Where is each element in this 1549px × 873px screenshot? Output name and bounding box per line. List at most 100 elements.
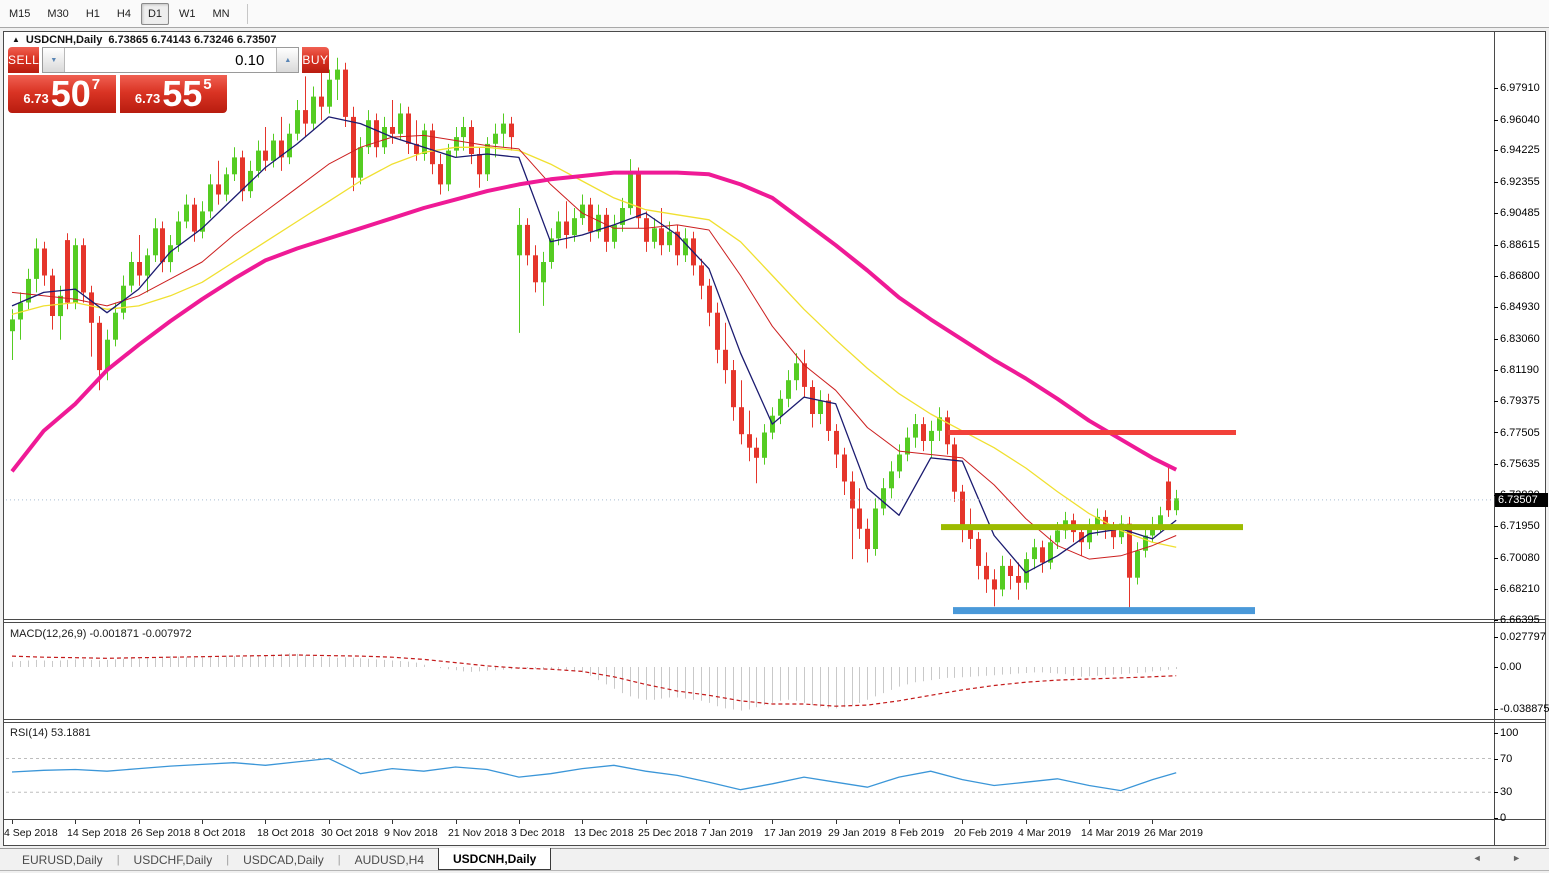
date-axis-label: 13 Dec 2018 xyxy=(574,827,634,839)
volume-input[interactable] xyxy=(65,48,277,72)
volume-increase-icon[interactable]: ▲ xyxy=(276,48,299,72)
date-axis-label: 3 Dec 2018 xyxy=(511,827,565,839)
tab-usdcad-daily[interactable]: USDCAD,Daily xyxy=(243,852,324,867)
date-axis-label: 17 Jan 2019 xyxy=(764,827,822,839)
date-axis-label: 14 Sep 2018 xyxy=(67,827,127,839)
buy-price-main: 55 xyxy=(162,73,203,114)
tab-separator: | xyxy=(226,853,230,866)
buy-button[interactable]: BUY xyxy=(302,47,329,73)
volume-decrease-icon[interactable]: ▼ xyxy=(43,48,66,72)
date-tick xyxy=(962,820,963,824)
date-tick xyxy=(646,820,647,824)
price-axis-label: 6.71950 xyxy=(1500,520,1540,533)
tab-usdcnh-daily[interactable]: USDCNH,Daily xyxy=(438,848,552,870)
rsi-axis-label-tick xyxy=(1494,792,1498,793)
date-axis-label: 30 Oct 2018 xyxy=(321,827,379,839)
macd-axis-label: -0.038875 xyxy=(1500,703,1549,716)
buy-price-display[interactable]: 6.73 55 5 xyxy=(119,73,227,114)
price-axis-label-tick xyxy=(1494,307,1498,308)
timeframe-m30[interactable]: M30 xyxy=(47,7,69,20)
date-axis-label: 7 Jan 2019 xyxy=(701,827,753,839)
date-tick xyxy=(265,820,266,824)
chart-tab-bar: EURUSD,Daily | USDCHF,Daily | USDCAD,Daily | A… xyxy=(0,848,1549,871)
buy-price-prefix: 6.73 xyxy=(134,91,161,106)
timeframe-h4[interactable]: H4 xyxy=(116,7,131,20)
rsi-axis-label-tick xyxy=(1494,818,1498,819)
price-axis-label-tick xyxy=(1494,88,1498,89)
rsi-axis-label: 0 xyxy=(1500,811,1507,824)
price-axis-label: 6.92355 xyxy=(1500,175,1540,188)
price-axis-label: 6.97910 xyxy=(1500,82,1540,94)
panel-separator xyxy=(4,622,1545,623)
timeframe-d1[interactable]: D1 xyxy=(140,2,169,25)
date-axis-label: 26 Sep 2018 xyxy=(131,827,191,839)
timeframe-w1[interactable]: W1 xyxy=(179,7,196,20)
tab-separator: | xyxy=(116,853,120,866)
price-axis-label: 6.84930 xyxy=(1500,301,1540,314)
sell-price-prefix: 6.73 xyxy=(23,91,49,106)
date-axis-label: 9 Nov 2018 xyxy=(384,827,438,839)
price-axis-label-tick xyxy=(1494,213,1498,214)
macd-panel[interactable] xyxy=(6,624,1494,718)
panel-separator[interactable] xyxy=(4,619,1545,620)
macd-axis-label-tick xyxy=(1494,667,1498,668)
sell-button[interactable]: SELL xyxy=(8,47,40,73)
date-axis-label: 26 Mar 2019 xyxy=(1144,827,1203,839)
price-axis-label-tick xyxy=(1494,120,1498,121)
tab-scroll-left-icon[interactable]: ◄ xyxy=(1472,853,1496,863)
date-tick xyxy=(899,820,900,824)
date-axis-label: 8 Oct 2018 xyxy=(194,827,246,839)
timeframe-m15[interactable]: M15 xyxy=(9,7,31,20)
date-axis-label: 18 Oct 2018 xyxy=(257,827,315,839)
date-axis-label: 4 Mar 2019 xyxy=(1018,827,1072,839)
tab-usdchf-daily[interactable]: USDCHF,Daily xyxy=(133,852,213,867)
price-axis-label: 6.79375 xyxy=(1500,394,1540,407)
date-tick xyxy=(75,820,76,824)
chart-ohlc-values: 6.73865 6.74143 6.73246 6.73507 xyxy=(108,34,277,46)
price-axis-label: 6.68210 xyxy=(1500,583,1540,596)
price-axis-label-tick xyxy=(1494,589,1498,590)
date-tick xyxy=(329,820,330,824)
volume-stepper: ▼ ▲ xyxy=(42,47,300,73)
tab-scroll-right-icon[interactable]: ► xyxy=(1512,853,1535,863)
price-axis-label: 6.75635 xyxy=(1500,458,1540,470)
tab-separator: | xyxy=(337,853,341,866)
one-click-expander-icon[interactable]: ▲ xyxy=(12,34,20,44)
timeframe-h1[interactable]: H1 xyxy=(85,7,100,20)
tab-scroll-arrows: ◄ ► xyxy=(1473,853,1535,863)
panel-separator[interactable] xyxy=(4,719,1545,720)
date-tick xyxy=(772,820,773,824)
price-axis-label-tick xyxy=(1494,150,1498,151)
price-chart[interactable] xyxy=(6,33,1494,618)
tab-audusd-h4[interactable]: AUDUSD,H4 xyxy=(354,852,424,867)
timeframe-mn[interactable]: MN xyxy=(212,7,230,20)
rsi-axis-label-tick xyxy=(1494,733,1498,734)
price-axis-label-tick xyxy=(1494,370,1498,371)
one-click-trading-widget: SELL ▼ ▲ BUY 6.73 50 7 6.73 55 5 xyxy=(8,47,329,114)
price-axis-label-tick xyxy=(1494,339,1498,340)
price-axis-label: 6.96040 xyxy=(1500,113,1540,126)
price-axis-label: 6.86800 xyxy=(1500,269,1540,282)
price-axis-label-tick xyxy=(1494,432,1498,433)
date-axis-border xyxy=(4,819,1545,820)
sell-price-display[interactable]: 6.73 50 7 xyxy=(8,75,116,113)
rsi-axis-label: 70 xyxy=(1500,752,1513,765)
price-axis-label-tick xyxy=(1494,245,1498,246)
price-axis-label: 6.88615 xyxy=(1500,238,1540,251)
panel-separator xyxy=(4,722,1545,723)
tab-eurusd-daily[interactable]: EURUSD,Daily xyxy=(22,852,103,867)
macd-axis-label: 0.00 xyxy=(1500,661,1522,673)
rsi-panel[interactable] xyxy=(6,724,1494,818)
price-axis-label: 6.66395 xyxy=(1500,614,1540,626)
date-tick xyxy=(709,820,710,824)
price-axis-label: 6.94225 xyxy=(1500,144,1540,157)
rsi-axis-label: 100 xyxy=(1500,727,1519,740)
price-axis-label-tick xyxy=(1494,464,1498,465)
price-axis-label: 6.77505 xyxy=(1500,426,1540,439)
price-axis-border xyxy=(1494,32,1495,845)
date-axis-label: 29 Jan 2019 xyxy=(828,827,886,839)
macd-axis-label-tick xyxy=(1494,709,1498,710)
chart-symbol: USDCNH,Daily xyxy=(25,34,103,46)
date-axis-label: 4 Sep 2018 xyxy=(4,827,58,839)
